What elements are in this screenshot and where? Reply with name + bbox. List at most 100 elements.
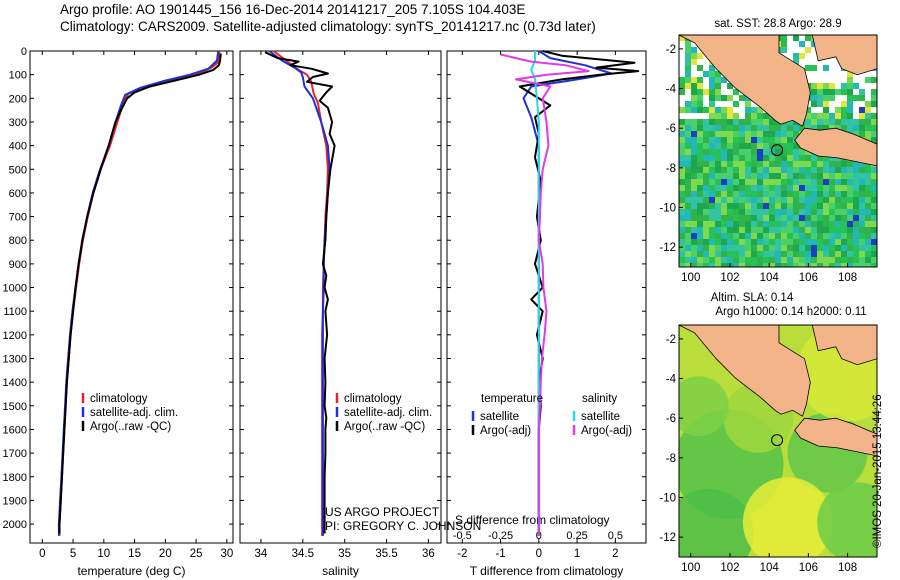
sst-cell [769, 161, 775, 167]
sst-cell [787, 245, 793, 251]
sla_map-xtick-label: 102 [720, 562, 739, 574]
sst-cell [691, 257, 697, 263]
sst-cell [751, 155, 757, 161]
sst-cell [775, 251, 781, 257]
sst-cell [697, 65, 703, 71]
sst-cell [727, 251, 733, 257]
sst-cell [871, 95, 877, 101]
sst-cell [709, 155, 715, 161]
salinity-xtick-label: 36 [422, 548, 435, 560]
sst-cell [823, 65, 829, 71]
sst-cell [697, 101, 703, 107]
sst-cell [697, 131, 703, 137]
sst-cell [727, 203, 733, 209]
sst-cell [715, 107, 721, 113]
sst-cell [709, 197, 715, 203]
depth-tick-label: 100 [9, 70, 27, 82]
depth-tick-label: 400 [9, 141, 27, 153]
sst-cell [811, 227, 817, 233]
sst-cell [859, 125, 865, 131]
sst-cell [853, 209, 859, 215]
sst-cell [823, 125, 829, 131]
java-land [794, 127, 877, 167]
sst-cell [823, 221, 829, 227]
difference-legend-title-temperature: temperature [481, 393, 543, 405]
sst-cell [739, 131, 745, 137]
sst-cell [763, 203, 769, 209]
sst-cell [817, 113, 823, 119]
sst-cell [781, 149, 787, 155]
sst-cell [781, 179, 787, 185]
sst-cell [727, 239, 733, 245]
sst-cell [841, 245, 847, 251]
sst_map-xtick-label: 108 [838, 272, 857, 284]
sst-cell [853, 239, 859, 245]
sst-cell [853, 167, 859, 173]
sst-cell [685, 137, 691, 143]
sst-cell [811, 239, 817, 245]
sst_map-field [679, 35, 877, 267]
sst-cell [853, 83, 859, 89]
sla-map-title: Altim. SLA: 0.14 [711, 292, 794, 304]
difference-xtick2-label: 0.5 [608, 530, 623, 542]
sst-cell [691, 149, 697, 155]
sst-cell [829, 83, 835, 89]
depth-tick-label: 1000 [3, 283, 27, 295]
sst-cell [793, 191, 799, 197]
sst-cell [811, 155, 817, 161]
sst-cell [721, 233, 727, 239]
sst-cell [691, 131, 697, 137]
sst-cell [715, 173, 721, 179]
sst-cell [757, 137, 763, 143]
difference-xtick-label: 2 [612, 548, 618, 560]
sst-cell [805, 257, 811, 263]
sst-cell [817, 173, 823, 179]
sst-cell [775, 155, 781, 161]
sst-cell [817, 101, 823, 107]
sst-cell [733, 101, 739, 107]
sst-cell [805, 245, 811, 251]
sla-blob [679, 376, 729, 437]
sst-cell [703, 71, 709, 77]
sst-cell [709, 251, 715, 257]
sst-cell [769, 185, 775, 191]
sst-cell [685, 131, 691, 137]
sst-cell [865, 233, 871, 239]
sst-cell [811, 197, 817, 203]
sst-cell [775, 149, 781, 155]
sst-cell [859, 173, 865, 179]
sst-cell [751, 233, 757, 239]
sst-cell [697, 149, 703, 155]
sst-cell [691, 185, 697, 191]
sst-cell [721, 215, 727, 221]
sst-cell [829, 95, 835, 101]
sst-cell [733, 131, 739, 137]
sst-cell [817, 239, 823, 245]
sst-cell [745, 221, 751, 227]
sst-cell [727, 149, 733, 155]
sst-cell [733, 233, 739, 239]
sst-cell [811, 257, 817, 263]
sst-cell [853, 227, 859, 233]
sst-cell [853, 215, 859, 221]
difference-xlabel-top: S difference from climatology [455, 513, 610, 527]
sst-cell [709, 107, 715, 113]
sst-cell [817, 251, 823, 257]
sst-cell [703, 119, 709, 125]
sst-cell [775, 191, 781, 197]
sst-cell [799, 257, 805, 263]
sst-cell [745, 233, 751, 239]
sst-cell [841, 173, 847, 179]
sst-cell [703, 167, 709, 173]
sst-cell [859, 251, 865, 257]
sst-cell [799, 53, 805, 59]
sst-cell [685, 101, 691, 107]
sst-cell [823, 89, 829, 95]
sst-cell [739, 143, 745, 149]
sst-cell [715, 203, 721, 209]
sst-cell [709, 173, 715, 179]
sst-cell [799, 233, 805, 239]
sst-cell [793, 245, 799, 251]
sst-cell [775, 161, 781, 167]
sst-cell [847, 95, 853, 101]
